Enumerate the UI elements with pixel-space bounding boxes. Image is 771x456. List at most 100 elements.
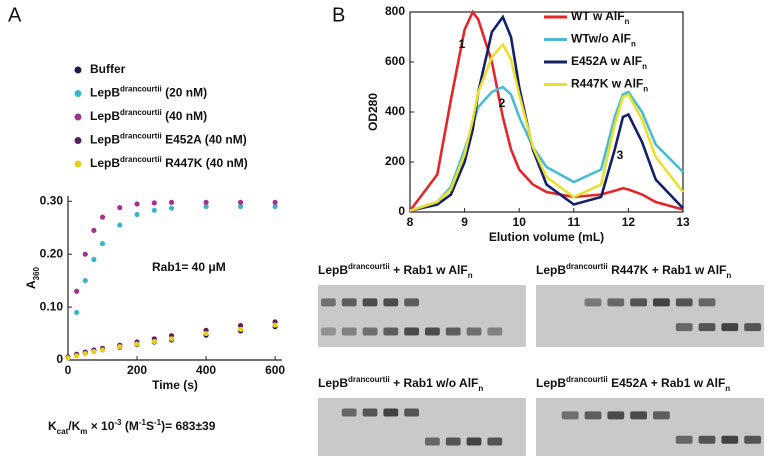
gel-band [675, 435, 693, 444]
legend-label: LepBdrancourtii (40 nM) [90, 108, 207, 124]
y-tick-label: 600 [385, 54, 405, 68]
text-part: WT w AlF [571, 9, 625, 23]
data-point [237, 323, 244, 329]
data-point [168, 199, 175, 205]
gel-caption: LepBdrancourtii R447K + Rab1 w AlFn [536, 262, 731, 280]
superscript: drancourtii [566, 375, 608, 384]
subscript: n [726, 271, 731, 280]
gel-band [362, 298, 378, 307]
subscript: n [642, 62, 647, 71]
text-part: + Rab1 w AlF [390, 263, 468, 277]
subscript: n [468, 271, 473, 280]
data-point [237, 326, 244, 332]
legend-label: LepBdrancourtii (20 nM) [90, 84, 207, 100]
gel-band [653, 411, 670, 420]
x-tick-label: 0 [65, 363, 72, 377]
gel-band [404, 408, 419, 417]
axes [67, 196, 282, 361]
superscript: drancourtii [348, 375, 390, 384]
superscript: -1 [139, 418, 147, 427]
gel-band [425, 437, 440, 446]
superscript: drancourtii [348, 262, 390, 271]
gel-band [487, 327, 503, 336]
x-tick-label: 11 [567, 215, 580, 229]
data-point [91, 227, 97, 233]
data-point [134, 211, 140, 218]
data-point [272, 203, 278, 210]
text-part: LepB [318, 376, 348, 390]
gel-band [630, 411, 647, 420]
gel-band [607, 298, 625, 307]
text-part: Buffer [90, 62, 126, 76]
x-tick-label: 13 [676, 215, 690, 229]
peak-label: 1 [459, 37, 466, 51]
data-point [117, 344, 123, 350]
text-part: WTw/o AlF [571, 32, 631, 46]
text-part: (20 nM) [162, 86, 207, 100]
gel-band [362, 327, 378, 336]
gel-band [487, 437, 503, 446]
gel-caption: LepBdrancourtii + Rab1 w AlFn [318, 262, 473, 280]
kinetics-caption: Kcat/Km × 10-3 (M-1S-1)= 683±39 [48, 418, 216, 436]
gel-band [466, 327, 482, 336]
gel-caption: LepBdrancourtii E452A + Rab1 w AlFn [536, 375, 730, 393]
gel-band [341, 408, 357, 417]
text-part: LepB [90, 109, 120, 123]
gel-band [561, 411, 579, 420]
data-point [65, 355, 71, 361]
y-tick-label: 0.10 [40, 299, 64, 313]
subscript: n [643, 84, 648, 93]
data-point [237, 199, 244, 205]
subscript: n [478, 384, 483, 393]
gel-band [744, 435, 761, 444]
data-point [203, 330, 209, 337]
x-tick-label: 12 [622, 215, 636, 229]
y-tick-label: 0 [398, 204, 405, 218]
panel-label: B [332, 4, 345, 26]
superscript: drancourtii [120, 84, 162, 93]
superscript: -3 [114, 418, 122, 427]
text-part: LepB [536, 263, 566, 277]
x-tick-label: 400 [196, 363, 216, 377]
gel-image [318, 398, 526, 456]
data-point [99, 241, 106, 247]
data-point [117, 205, 123, 211]
text-part: E452A + Rab1 w AlF [608, 376, 726, 390]
gel-band [698, 298, 716, 307]
gel-band [721, 435, 739, 444]
text-part: LepB [90, 156, 120, 170]
data-point [74, 353, 80, 359]
data-point [203, 203, 209, 210]
text-part: LepB [318, 263, 348, 277]
subscript: m [80, 427, 87, 436]
data-point [99, 214, 106, 220]
superscript: drancourtii [120, 108, 162, 117]
legend-label: WT w AlFn [571, 9, 630, 25]
text-part: R447K + Rab1 w AlF [608, 263, 727, 277]
gel-band [425, 327, 440, 336]
peak-label: 2 [499, 96, 506, 110]
gel-band [721, 323, 739, 332]
data-point [168, 336, 175, 342]
data-point [91, 348, 97, 355]
text-part: E452A w AlF [571, 54, 642, 68]
peak-label: 3 [617, 148, 624, 162]
data-point [151, 207, 157, 213]
data-point [82, 251, 88, 257]
gel-band [584, 298, 602, 307]
gel-image [318, 285, 526, 347]
text-part: LepB [90, 86, 120, 100]
data-point [272, 322, 278, 328]
y-tick-label: 400 [385, 104, 405, 118]
gel-caption: LepBdrancourtii + Rab1 w/o AlFn [318, 375, 483, 393]
gel-band [321, 298, 336, 307]
legend-marker [74, 66, 82, 74]
data-point [134, 341, 140, 347]
gel-band [383, 327, 399, 336]
x-tick-label: 10 [513, 215, 527, 229]
legend-label: LepBdrancourtii R447K (40 nM) [90, 155, 248, 171]
annotation: Rab1= 40 μM [152, 260, 226, 274]
y-tick-label: 0 [56, 352, 63, 366]
gel-band [675, 323, 693, 332]
x-tick-label: 200 [127, 363, 147, 377]
